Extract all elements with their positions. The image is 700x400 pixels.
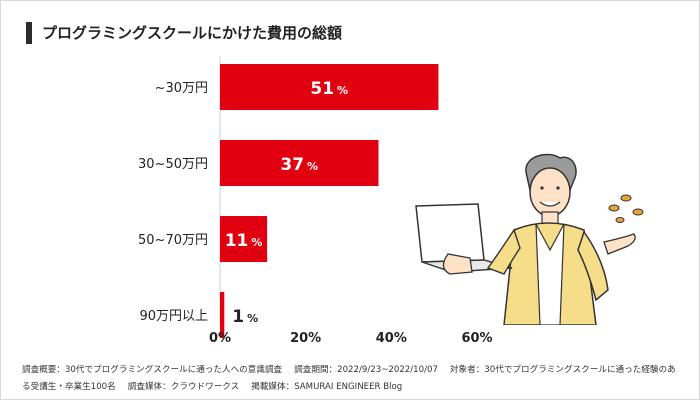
person-with-laptop-illustration (415, 153, 644, 325)
footnote-survey: 調査概要：30代でプログラミングスクールに通った人への意識調査 (22, 365, 283, 375)
data-label-2: 37% (280, 155, 318, 175)
x-tick-label-2: 20% (290, 331, 321, 346)
bar-2 (220, 140, 379, 186)
data-label-3: 11% (225, 231, 263, 251)
category-label-3: 50~70万円 (138, 233, 208, 248)
footnote-period: 調査期間：2022/9/23~2022/10/07 (294, 365, 438, 375)
bar-3 (220, 216, 268, 262)
bar-4 (220, 292, 225, 338)
bar-1 (220, 64, 439, 110)
category-label-4: 90万円以上 (139, 309, 208, 324)
x-tick-label-3: 40% (376, 331, 407, 346)
footnote-target: 対象者：30代でプログラミングスクールに通った経験のある受講生・卒業生100名 (22, 365, 676, 392)
chart-title: プログラミングスクールにかけた費用の総額 (42, 24, 343, 42)
footnote-publisher: 掲載媒体：SAMURAI ENGINEER Blog (251, 382, 403, 392)
data-label-1: 51% (310, 79, 348, 99)
category-label-1: ~30万円 (155, 81, 208, 96)
title-accent-bar (26, 22, 32, 44)
x-tick-label-1: 0% (209, 331, 231, 346)
category-label-2: 30~50万円 (138, 157, 208, 172)
data-label-4: 1% (232, 307, 258, 327)
footnote: 調査概要：30代でプログラミングスクールに通った人への意識調査 調査期間：2022… (22, 362, 682, 396)
x-tick-label-4: 60% (461, 331, 492, 346)
footnote-medium: 調査媒体：クラウドワークス (127, 382, 240, 392)
